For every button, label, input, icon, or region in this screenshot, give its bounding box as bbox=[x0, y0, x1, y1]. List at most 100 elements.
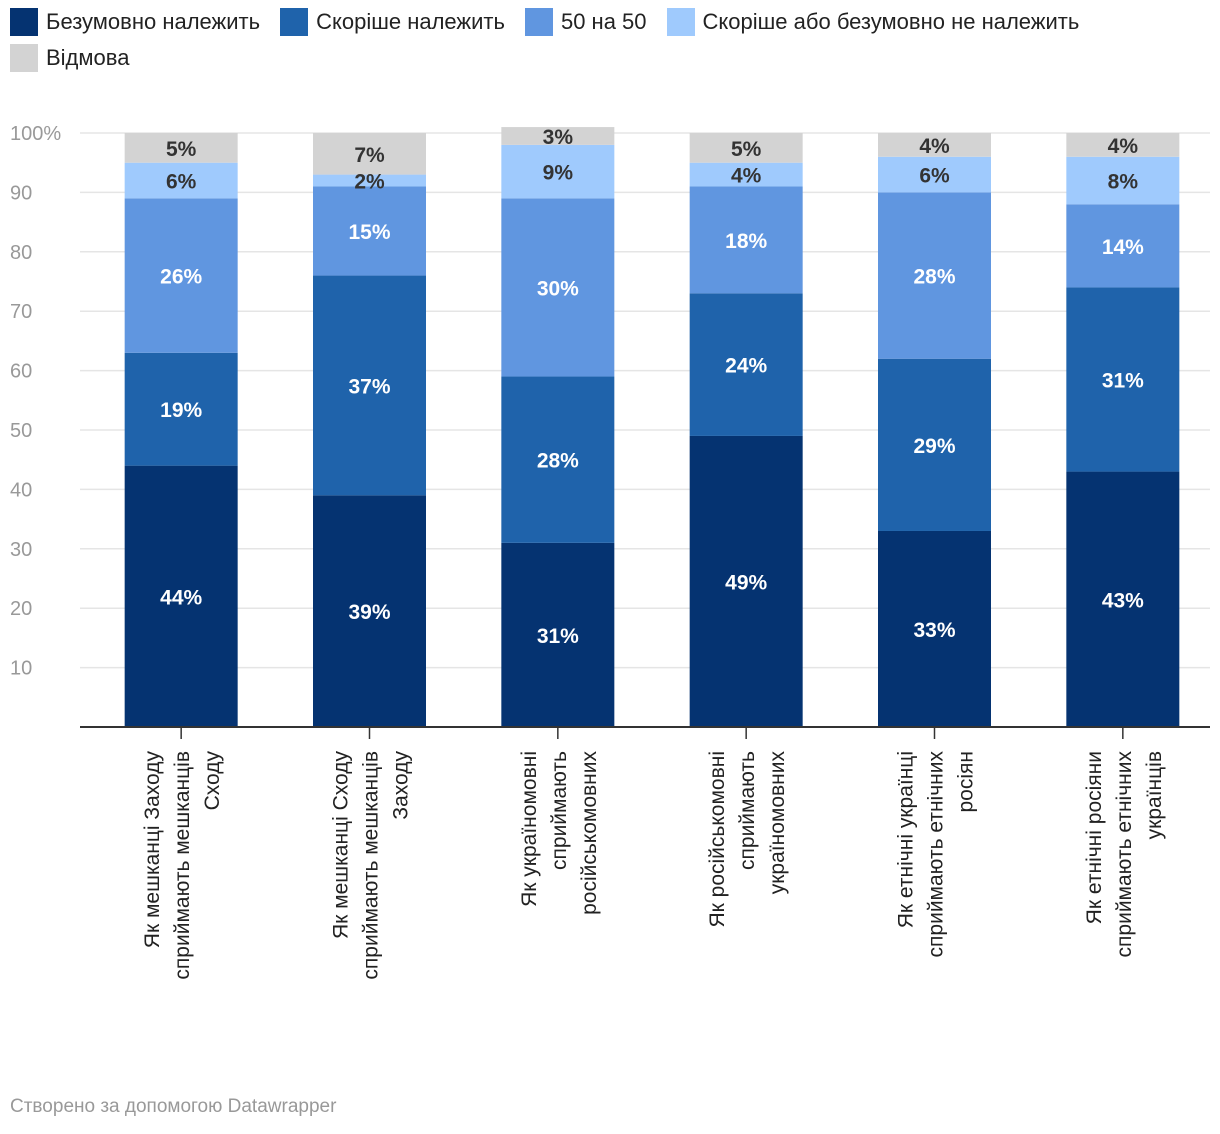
bar-segment bbox=[878, 530, 991, 727]
category-label-line: сприймають мешканців bbox=[171, 751, 194, 980]
segment-value-label: 43% bbox=[1102, 589, 1144, 612]
bar-segment bbox=[878, 156, 991, 193]
bar-segment bbox=[124, 133, 238, 163]
category-label-line: Як україномовні bbox=[518, 751, 541, 907]
segment-value-label: 26% bbox=[160, 266, 202, 289]
segment-value-label: 4% bbox=[1108, 135, 1139, 158]
legend-item: Безумовно належить bbox=[10, 8, 260, 36]
segment-value-label: 31% bbox=[537, 625, 579, 648]
y-tick-label: 20 bbox=[10, 598, 32, 620]
segment-value-label: 3% bbox=[543, 126, 574, 149]
segment-value-label: 8% bbox=[1108, 171, 1139, 194]
y-tick-label: 90 bbox=[10, 182, 32, 204]
category-label-line: Як мешканці Сходу bbox=[330, 751, 353, 940]
category-label: Як етнічні українці сприймають етнічних ро… bbox=[895, 751, 978, 958]
segment-value-label: 31% bbox=[1102, 370, 1144, 393]
category-label: Як мешканці Заходу сприймають мешканців Сх… bbox=[141, 751, 224, 980]
bar-segment bbox=[313, 186, 426, 276]
segment-value-label: 18% bbox=[725, 230, 767, 253]
legend-swatch bbox=[666, 8, 695, 36]
bar-segment bbox=[1066, 204, 1180, 288]
legend-swatch bbox=[10, 44, 38, 72]
category-label-line: Як російськомовні bbox=[706, 751, 729, 928]
y-gridlines bbox=[80, 132, 1210, 669]
y-tick-label: 50 bbox=[10, 420, 32, 442]
segment-value-label: 15% bbox=[348, 221, 390, 244]
y-tick-label: 100% bbox=[10, 123, 61, 145]
bar-segment bbox=[501, 542, 615, 727]
segment-value-label: 19% bbox=[160, 399, 202, 422]
bar-segment bbox=[313, 174, 426, 187]
bar-segment bbox=[501, 144, 615, 199]
y-tick-label: 40 bbox=[10, 479, 32, 501]
category-label: Як російськомовні сприймають україномовних bbox=[706, 751, 789, 928]
legend-swatch bbox=[280, 8, 309, 36]
segment-value-label: 39% bbox=[348, 601, 390, 624]
bar-segment bbox=[878, 192, 991, 359]
segment-value-label: 44% bbox=[160, 586, 202, 609]
segment-value-label: 29% bbox=[913, 435, 955, 458]
bar-segment bbox=[1066, 156, 1180, 205]
category-label-line: сприймають етнічних bbox=[925, 751, 948, 958]
legend-label: Безумовно належить bbox=[46, 9, 261, 34]
category-label: Як україномовні сприймають російськомовних bbox=[518, 751, 601, 915]
segment-labels: 44% 19% 26% 6% 5% 39% 37% 15% 2% 7% 31% 28% 30% 9% 3% 4… bbox=[160, 126, 1144, 648]
legend-item: Скоріше або безумовно не належить bbox=[666, 8, 1080, 36]
segment-value-label: 6% bbox=[919, 165, 950, 188]
segment-value-label: 5% bbox=[731, 138, 762, 161]
category-label-line: росіян bbox=[955, 751, 978, 813]
category-label-line: Як мешканці Заходу bbox=[141, 751, 164, 949]
legend-label: Скоріше або безумовно не належить bbox=[702, 9, 1080, 34]
legend-item: Відмова bbox=[10, 44, 129, 72]
bar-segment bbox=[124, 465, 238, 727]
segment-value-label: 5% bbox=[166, 138, 197, 161]
category-label-line: сприймають етнічних bbox=[1113, 751, 1136, 958]
bar-segment bbox=[501, 198, 615, 377]
segment-value-label: 7% bbox=[354, 144, 385, 167]
bar-segment bbox=[1066, 287, 1180, 472]
legend-label: Відмова bbox=[46, 45, 130, 70]
bar-segment bbox=[313, 495, 426, 727]
y-tick-label: 80 bbox=[10, 242, 32, 264]
segment-value-label: 4% bbox=[919, 135, 950, 158]
bar-segment bbox=[878, 358, 991, 531]
bar-segment bbox=[124, 198, 238, 353]
segment-value-label: 24% bbox=[725, 355, 767, 378]
category-label: Як етнічні росіяни сприймають етнічних укр… bbox=[1083, 751, 1166, 958]
legend-item: 50 на 50 bbox=[524, 8, 647, 36]
y-tick-label: 60 bbox=[10, 361, 32, 383]
legend-swatch bbox=[10, 8, 38, 36]
bar-segment bbox=[501, 127, 615, 145]
segment-value-label: 37% bbox=[348, 375, 390, 398]
category-labels: Як мешканці Заходу сприймають мешканців Сх… bbox=[141, 751, 1166, 980]
category-label-line: Як етнічні росіяни bbox=[1083, 751, 1106, 924]
x-tick-marks bbox=[180, 727, 1124, 739]
legend-swatch bbox=[524, 8, 553, 36]
bar-segment bbox=[689, 435, 803, 727]
segment-value-label: 14% bbox=[1102, 236, 1144, 259]
bar-segment bbox=[1066, 133, 1180, 157]
segment-value-label: 28% bbox=[913, 266, 955, 289]
legend-item: Скоріше належить bbox=[280, 8, 505, 36]
segment-value-label: 49% bbox=[725, 571, 767, 594]
bars bbox=[124, 127, 1180, 727]
bar-segment bbox=[1066, 471, 1180, 727]
bar-segment bbox=[689, 293, 803, 436]
segment-value-label: 6% bbox=[166, 171, 197, 194]
segment-value-label: 28% bbox=[537, 450, 579, 473]
bar-segment bbox=[689, 133, 803, 163]
bar-segment bbox=[124, 162, 238, 199]
bar-segment bbox=[689, 186, 803, 294]
legend-label: Скоріше належить bbox=[316, 9, 505, 34]
bar-segment bbox=[313, 133, 426, 175]
footer-credit: Створено за допомогою Datawrapper bbox=[10, 1096, 337, 1117]
category-label-line: російськомовних bbox=[578, 751, 601, 915]
category-label-line: україномовних bbox=[766, 751, 789, 895]
category-label-line: сприймають bbox=[548, 751, 571, 870]
category-label-line: Як етнічні українці bbox=[895, 751, 918, 928]
segment-value-label: 9% bbox=[543, 162, 574, 185]
segment-value-label: 4% bbox=[731, 165, 762, 188]
bar-segment bbox=[124, 352, 238, 466]
category-label-line: Заходу bbox=[390, 751, 413, 820]
